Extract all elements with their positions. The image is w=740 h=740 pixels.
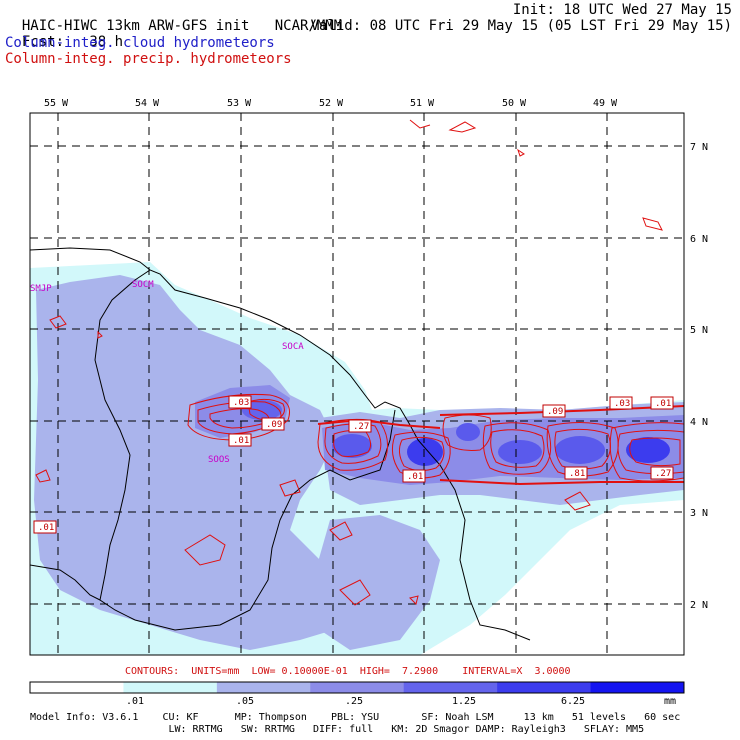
cloud-field bbox=[30, 262, 684, 655]
colorbar-tick-label: .25 bbox=[345, 696, 363, 707]
contour-label: .09 bbox=[261, 417, 285, 431]
colorbar-ticks: .01 .05 .25 1.25 6.25 mm bbox=[126, 696, 676, 707]
lon-label: 55 W bbox=[44, 98, 69, 109]
model-title: HAIC-HIWC 13km ARW-GFS init NCAR/MMM bbox=[5, 2, 342, 34]
lat-label: 4 N bbox=[690, 417, 708, 428]
contour-label-group: .03 .01 .09 .27 .01 .09 .03 .01 .81 .27 … bbox=[33, 395, 674, 534]
site-label: SOOS bbox=[208, 455, 230, 465]
colorbar-tick-label: 6.25 bbox=[561, 696, 585, 707]
station-labels: SMJP SOCM SOCA SOOS bbox=[30, 280, 304, 465]
model-title-text: HAIC-HIWC 13km ARW-GFS init bbox=[21, 18, 250, 34]
lon-label: 50 W bbox=[502, 98, 527, 109]
border-brasil-west bbox=[30, 564, 101, 601]
cloud-core-2 bbox=[407, 438, 443, 466]
cloud-shade-medium bbox=[34, 275, 380, 650]
legend-precip: Column-integ. precip. hydrometeors bbox=[5, 51, 292, 67]
colorbar-segment bbox=[310, 682, 405, 693]
cloud-core-5 bbox=[555, 436, 605, 464]
colorbar-segment bbox=[123, 682, 218, 693]
lon-label: 54 W bbox=[135, 98, 160, 109]
svg-text:.03: .03 bbox=[233, 398, 249, 408]
border-guyane-brasil bbox=[134, 409, 396, 631]
contour-info-low: LOW= 0.10000E-01 bbox=[251, 666, 348, 677]
site-label: SOCM bbox=[132, 280, 154, 290]
latitude-labels: 7 N 6 N 5 N 4 N 3 N 2 N bbox=[690, 142, 708, 611]
contour-info-interval: INTERVAL=X 3.0000 bbox=[462, 666, 571, 677]
svg-text:.01: .01 bbox=[655, 399, 671, 409]
colorbar-segment bbox=[30, 682, 124, 693]
legend-cloud: Column-integ. cloud hydrometeors bbox=[5, 35, 275, 51]
contour-info-prefix: CONTOURS: bbox=[125, 666, 180, 677]
cloud-core-3 bbox=[456, 423, 480, 441]
model-info-line-1: Model Info: V3.6.1 CU: KF MP: Thompson P… bbox=[30, 712, 681, 723]
svg-text:.09: .09 bbox=[547, 407, 563, 417]
svg-text:.81: .81 bbox=[569, 469, 585, 479]
contour-label: .27 bbox=[348, 419, 372, 433]
svg-text:.27: .27 bbox=[655, 469, 671, 479]
svg-text:.01: .01 bbox=[233, 436, 249, 446]
svg-text:.03: .03 bbox=[614, 399, 630, 409]
colorbar-tick-label: 1.25 bbox=[452, 696, 476, 707]
lat-label: 5 N bbox=[690, 325, 708, 336]
coastline-path bbox=[30, 247, 531, 641]
colorbar bbox=[30, 682, 685, 693]
site-label: SMJP bbox=[30, 284, 52, 294]
contour-label: .01 bbox=[33, 520, 57, 534]
forecast-hour: Fcst: 38 h bbox=[5, 18, 123, 50]
lon-label: 49 W bbox=[593, 98, 618, 109]
colorbar-frame bbox=[29, 681, 685, 694]
contour-label: .27 bbox=[650, 466, 674, 480]
cloud-core-1 bbox=[332, 434, 372, 458]
svg-text:.09: .09 bbox=[266, 420, 282, 430]
lat-label: 7 N bbox=[690, 142, 708, 153]
colorbar-unit: mm bbox=[664, 696, 676, 707]
contour-info-units: UNITS=mm bbox=[191, 666, 240, 677]
contour-label: .03 bbox=[609, 396, 633, 410]
contour-info-high: HIGH= 7.2900 bbox=[359, 666, 439, 677]
colorbar-segment bbox=[590, 682, 685, 693]
lat-label: 3 N bbox=[690, 508, 708, 519]
colorbar-segment bbox=[216, 682, 311, 693]
fcst-value: 38 h bbox=[89, 34, 124, 50]
center-text: NCAR/MMM bbox=[274, 18, 343, 34]
lon-label: 53 W bbox=[227, 98, 252, 109]
colorbar-segment bbox=[403, 682, 498, 693]
cloud-core-6 bbox=[626, 437, 670, 463]
svg-text:.01: .01 bbox=[38, 523, 54, 533]
lon-label: 51 W bbox=[410, 98, 435, 109]
fcst-label: Fcst: bbox=[21, 34, 65, 50]
site-label: SOCA bbox=[282, 342, 304, 352]
model-info-line-2: LW: RRTMG SW: RRTMG DIFF: full KM: 2D Sm… bbox=[30, 724, 645, 735]
contour-label: .01 bbox=[228, 433, 252, 447]
contour-label: .03 bbox=[228, 395, 252, 409]
lon-label: 52 W bbox=[319, 98, 344, 109]
border-suriname-guyane bbox=[94, 269, 151, 621]
svg-text:.01: .01 bbox=[407, 472, 423, 482]
valid-time: Valid: 08 UTC Fri 29 May 15 (05 LST Fri … bbox=[310, 18, 732, 34]
colorbar-tick-label: .01 bbox=[126, 696, 144, 707]
contour-label: .01 bbox=[402, 469, 426, 483]
lat-label: 6 N bbox=[690, 234, 708, 245]
plot-frame bbox=[29, 112, 685, 656]
contour-label: .01 bbox=[650, 396, 674, 410]
colorbar-tick-label: .05 bbox=[236, 696, 254, 707]
coastline bbox=[30, 247, 531, 641]
colorbar-segment bbox=[497, 682, 592, 693]
cloud-core-4 bbox=[498, 440, 542, 464]
init-time: Init: 18 UTC Wed 27 May 15 bbox=[512, 2, 732, 18]
contour-label: .81 bbox=[564, 466, 588, 480]
longitude-labels: 55 W 54 W 53 W 52 W 51 W 50 W 49 W bbox=[44, 98, 618, 109]
lat-label: 2 N bbox=[690, 600, 708, 611]
svg-text:.27: .27 bbox=[353, 422, 369, 432]
contour-info: CONTOURS: UNITS=mm LOW= 0.10000E-01 HIGH… bbox=[125, 666, 571, 677]
cloud-shade-medium-south bbox=[310, 515, 440, 650]
contour-label: .09 bbox=[542, 404, 566, 418]
